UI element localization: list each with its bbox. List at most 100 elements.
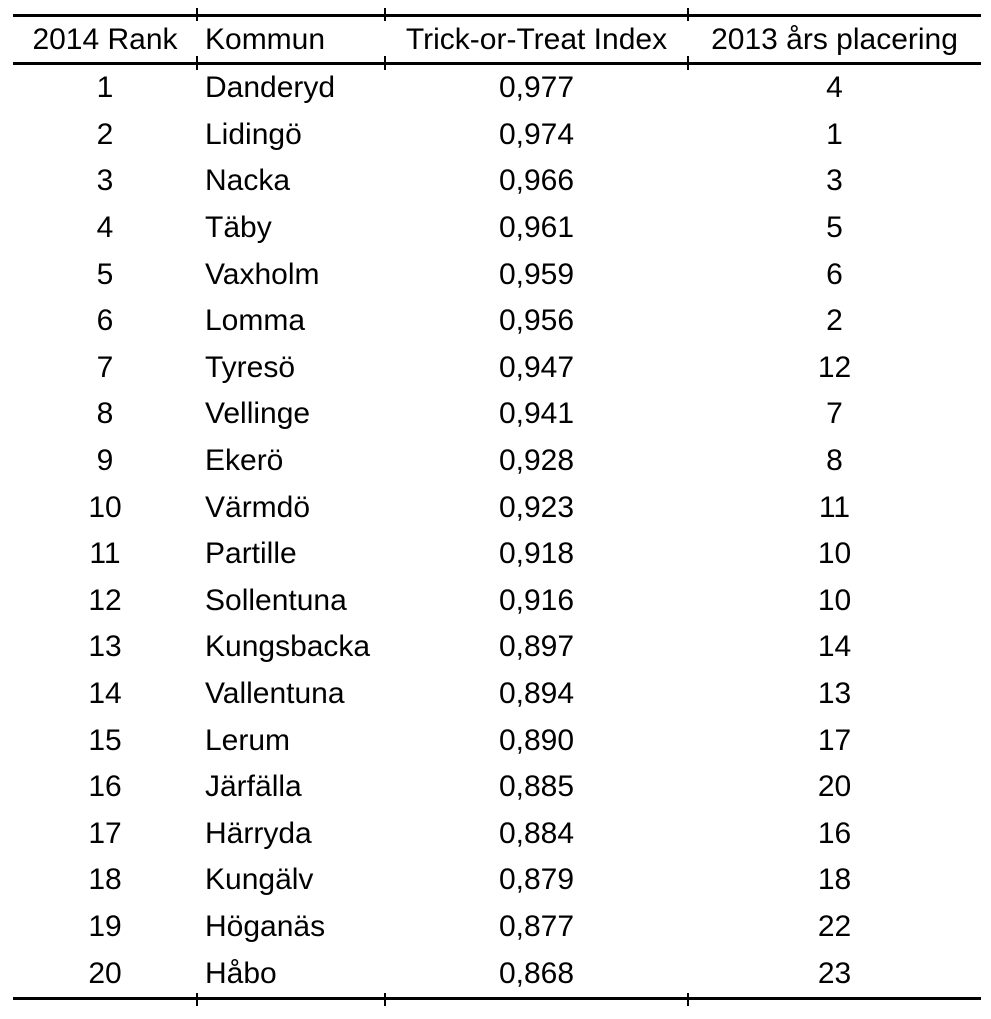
rank-2014-cell: 20 [88,956,122,990]
header-row: 2014 Rank Kommun Trick-or-Treat Index 20… [13,15,981,65]
table-row: 4 Täby 0,961 5 [13,205,981,252]
table-row: 3 Nacka 0,966 3 [13,158,981,205]
index-cell: 0,877 [498,909,575,943]
table-row: 19 Höganäs 0,877 22 [13,904,981,951]
table-row: 6 Lomma 0,956 2 [13,298,981,345]
rank-2014-cell: 4 [96,211,114,245]
placering-2013-cell: 17 [817,723,852,757]
column-header-kommun: Kommun [197,15,385,65]
table-row: 17 Härryda 0,884 16 [13,811,981,858]
column-boundary-tick [384,8,386,21]
column-boundary-tick [196,8,198,21]
kommun-cell: Håbo [205,956,277,990]
column-boundary-tick [687,8,689,21]
index-cell: 0,884 [498,816,575,850]
table-row: 7 Tyresö 0,947 12 [13,345,981,392]
placering-2013-cell: 13 [817,677,852,711]
column-boundary-tick [196,56,198,70]
placering-2013-cell: 1 [826,117,843,151]
placering-2013-cell: 16 [817,816,852,850]
index-cell: 0,918 [498,537,575,571]
kommun-cell: Lerum [205,723,291,757]
rank-2014-cell: 1 [96,71,114,105]
kommun-cell: Danderyd [205,71,336,105]
column-header-trick-or-treat-index: Trick-or-Treat Index [385,15,688,65]
table-row: 1 Danderyd 0,977 4 [13,64,981,112]
placering-2013-cell: 14 [817,630,852,664]
kommun-cell: Härryda [205,816,312,850]
kommun-cell: Vaxholm [205,257,320,291]
index-cell: 0,897 [498,630,575,664]
column-boundary-tick [384,993,386,1006]
index-cell: 0,868 [498,956,575,990]
index-cell: 0,879 [498,863,575,897]
kommun-cell: Höganäs [205,909,326,943]
column-header-2014-rank: 2014 Rank [13,15,197,65]
index-cell: 0,885 [498,770,575,804]
placering-2013-cell: 7 [826,397,843,431]
table-body: 1 Danderyd 0,977 4 2 Lidingö 0,974 1 3 Nacka 0,966… [13,64,981,999]
rank-2014-cell: 10 [88,490,122,524]
kommun-cell: Täby [205,211,272,245]
placering-2013-cell: 11 [818,490,851,524]
table-row: 2 Lidingö 0,974 1 [13,112,981,159]
kommun-cell: Ekerö [205,444,284,478]
kommun-cell: Järfälla [205,770,302,804]
table-row: 11 Partille 0,918 10 [13,531,981,578]
placering-2013-cell: 23 [817,956,852,990]
index-cell: 0,928 [498,444,575,478]
kommun-cell: Nacka [205,164,291,198]
rank-2014-cell: 6 [96,304,114,338]
kommun-cell: Lidingö [205,117,302,151]
index-cell: 0,890 [498,723,575,757]
kommun-cell: Lomma [205,304,306,338]
index-cell: 0,977 [498,71,575,105]
column-boundary-tick [384,56,386,70]
index-cell: 0,923 [498,490,575,524]
rank-2014-cell: 3 [96,164,114,198]
placering-2013-cell: 5 [826,211,843,245]
index-cell: 0,966 [498,164,575,198]
rank-2014-cell: 11 [89,537,121,571]
placering-2013-cell: 10 [817,583,852,617]
table-row: 13 Kungsbacka 0,897 14 [13,624,981,671]
rank-2014-cell: 17 [88,816,122,850]
column-boundary-tick [687,56,689,70]
column-boundary-tick [687,993,689,1006]
placering-2013-cell: 6 [826,257,843,291]
placering-2013-cell: 18 [817,863,852,897]
index-cell: 0,959 [498,257,575,291]
table-row: 12 Sollentuna 0,916 10 [13,578,981,625]
table-row: 15 Lerum 0,890 17 [13,717,981,764]
index-cell: 0,974 [498,117,575,151]
rank-2014-cell: 13 [88,630,122,664]
rank-2014-cell: 8 [96,397,114,431]
table-row: 8 Vellinge 0,941 7 [13,391,981,438]
kommun-cell: Tyresö [205,350,296,384]
rank-2014-cell: 15 [88,723,122,757]
table-row: 20 Håbo 0,868 23 [13,950,981,998]
rank-2014-cell: 12 [88,583,122,617]
index-cell: 0,941 [498,397,575,431]
table-row: 18 Kungälv 0,879 18 [13,857,981,904]
column-header-2013-ars-placering: 2013 års placering [688,15,981,65]
placering-2013-cell: 4 [826,71,843,105]
placering-2013-cell: 3 [826,164,843,198]
kommun-cell: Kungsbacka [205,630,371,664]
index-cell: 0,894 [498,677,575,711]
table-row: 14 Vallentuna 0,894 13 [13,671,981,718]
table-row: 5 Vaxholm 0,959 6 [13,251,981,298]
column-boundary-tick [196,993,198,1006]
rank-2014-cell: 5 [96,257,114,291]
table-row: 9 Ekerö 0,928 8 [13,438,981,485]
kommun-cell: Sollentuna [205,583,347,617]
rank-2014-cell: 2 [96,117,114,151]
rank-2014-cell: 19 [88,909,122,943]
placering-2013-cell: 20 [817,770,852,804]
placering-2013-cell: 10 [817,537,852,571]
index-cell: 0,947 [498,350,575,384]
kommun-cell: Vallentuna [205,677,345,711]
table-row: 16 Järfälla 0,885 20 [13,764,981,811]
index-cell: 0,961 [498,211,575,245]
